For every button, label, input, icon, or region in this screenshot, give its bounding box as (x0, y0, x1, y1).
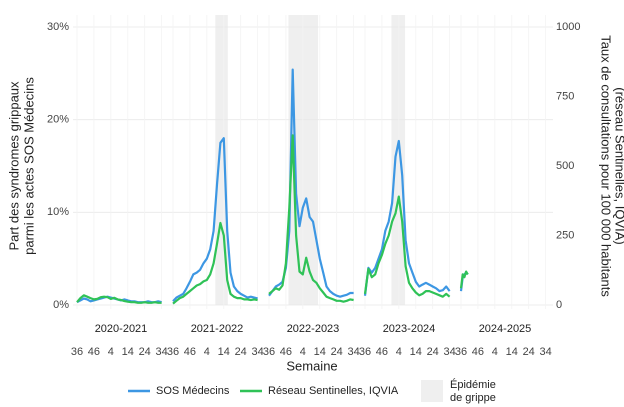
y-tick-label: 30% (47, 21, 69, 33)
x-tick-label: 36 (167, 346, 179, 358)
y2-tick-label: 750 (556, 90, 574, 102)
legend-label: Épidémie (450, 378, 496, 391)
x-tick-label: 34 (443, 346, 455, 358)
x-tick-label: 4 (300, 346, 306, 358)
series-line (363, 139, 451, 296)
legend-label: Réseau Sentinelles, IQVIA (268, 385, 399, 397)
x-tick-label: 46 (376, 346, 388, 358)
x-tick-label: 46 (472, 346, 484, 358)
x-tick-label: 14 (218, 346, 230, 358)
panel-label: 2020-2021 (95, 323, 148, 335)
legend-label: SOS Médecins (156, 385, 230, 397)
y-tick-label: 20% (47, 114, 69, 126)
panel-label: 2022-2023 (287, 323, 340, 335)
x-tick-label: 24 (331, 346, 343, 358)
panel-label: 2021-2022 (191, 323, 244, 335)
y-tick-label: 0% (53, 299, 69, 311)
x-tick-label: 14 (314, 346, 326, 358)
x-tick-label: 4 (492, 346, 498, 358)
legend-label: de grippe (450, 392, 496, 404)
x-tick-label: 24 (139, 346, 151, 358)
y-tick-label: 10% (47, 206, 69, 218)
series-line (172, 137, 258, 303)
x-axis-title: Semaine (286, 358, 337, 373)
x-tick-label: 24 (523, 346, 535, 358)
x-tick-label: 36 (359, 346, 371, 358)
y2-axis-title: (réseau Sentinelles, IQVIA) (613, 87, 624, 245)
panel-label: 2024-2025 (479, 323, 532, 335)
y2-tick-label: 1000 (556, 21, 580, 33)
x-tick-label: 46 (88, 346, 100, 358)
x-tick-label: 34 (155, 346, 167, 358)
x-tick-label: 14 (410, 346, 422, 358)
x-tick-label: 14 (506, 346, 518, 358)
x-tick-label: 36 (71, 346, 83, 358)
y2-tick-label: 250 (556, 229, 574, 241)
y-axis-title: Part des syndromes grippaux (6, 81, 21, 251)
epidemic-band (391, 15, 406, 305)
panel-label: 2023-2024 (383, 323, 436, 335)
x-tick-label: 4 (204, 346, 210, 358)
x-tick-label: 46 (280, 346, 292, 358)
series-line (459, 270, 469, 289)
x-tick-label: 14 (122, 346, 134, 358)
x-tick-label: 36 (455, 346, 467, 358)
series-line (76, 294, 162, 304)
x-tick-label: 34 (251, 346, 263, 358)
x-tick-label: 24 (235, 346, 247, 358)
series-line (363, 195, 451, 298)
x-tick-label: 24 (427, 346, 439, 358)
y-axis-title: parmi les actes SOS Médecins (21, 77, 36, 255)
x-tick-label: 34 (539, 346, 551, 358)
legend-swatch (421, 380, 443, 402)
series-line (172, 221, 258, 305)
x-tick-label: 34 (347, 346, 359, 358)
series-line (268, 134, 354, 303)
x-tick-label: 36 (263, 346, 275, 358)
x-tick-label: 46 (184, 346, 196, 358)
x-tick-label: 4 (396, 346, 402, 358)
y2-axis-title: Taux de consultations pour 100 000 habit… (599, 35, 614, 297)
y2-tick-label: 0 (556, 299, 562, 311)
x-tick-label: 4 (108, 346, 114, 358)
y2-tick-label: 500 (556, 160, 574, 172)
